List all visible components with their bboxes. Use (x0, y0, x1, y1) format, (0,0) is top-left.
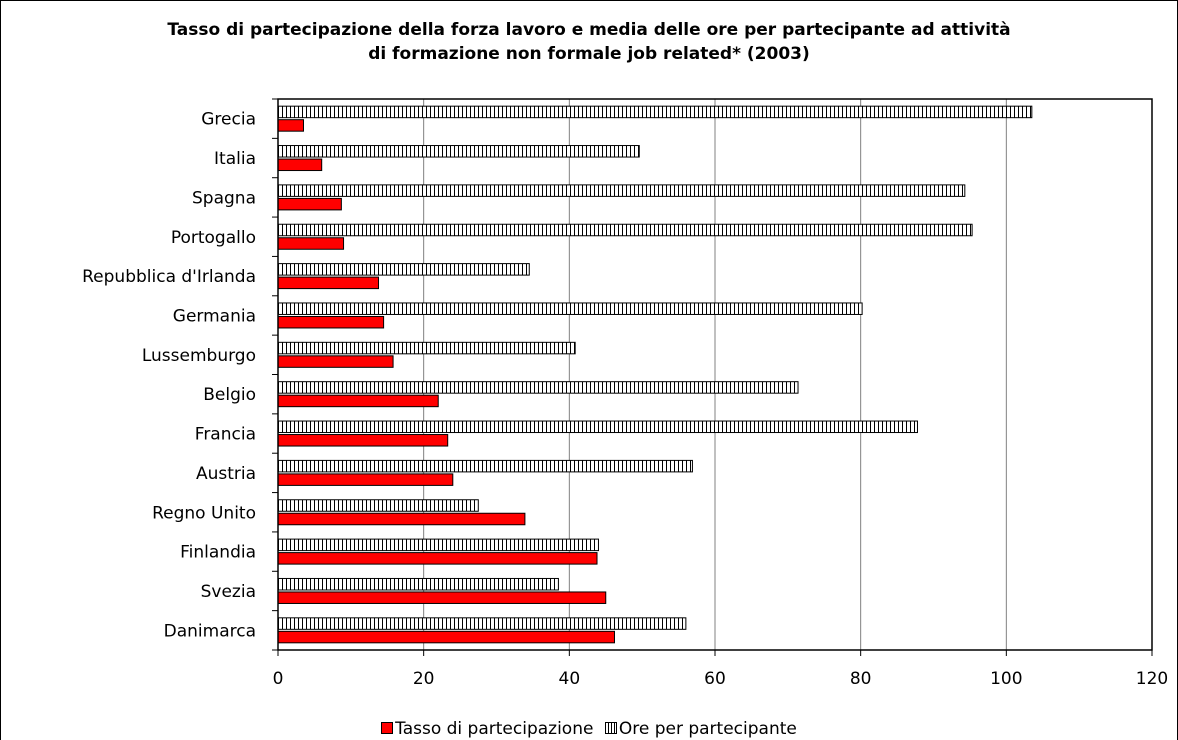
x-tick-label-80: 80 (850, 669, 872, 689)
bar-tasso-portogallo (277, 237, 345, 250)
bar-tasso-repubblica-d-irlanda (277, 276, 380, 290)
axes (272, 98, 1153, 656)
bar-ore-italia (277, 145, 640, 158)
legend-item-tasso: Tasso di partecipazione (381, 719, 593, 740)
category-label-lussemburgo: Lussemburgo (142, 346, 256, 366)
bar-ore-francia (277, 420, 918, 434)
bar-tasso-francia (277, 434, 449, 447)
bar-tasso-danimarca (277, 630, 615, 644)
bar-tasso-belgio (277, 394, 439, 408)
legend-swatch-tasso (381, 722, 394, 734)
bar-ore-belgio (277, 381, 799, 394)
category-label-francia: Francia (195, 425, 256, 445)
labels: 0 20 40 60 80 100 120 Grecia Italia Spagna Portoga… (82, 110, 1168, 689)
bar-tasso-lussemburgo (277, 355, 394, 368)
bar-ore-danimarca (277, 617, 687, 630)
bar-tasso-austria (277, 473, 454, 486)
chart-title-line-2: di formazione non formale job related* (… (368, 44, 810, 64)
legend-label-tasso: Tasso di partecipazione (395, 719, 594, 739)
gridlines (423, 99, 1007, 650)
legend-swatch-ore (604, 722, 617, 734)
bar-tasso-italia (277, 158, 323, 172)
bars (277, 105, 1033, 644)
category-label-regno-unito: Regno Unito (152, 503, 256, 523)
category-label-repubblica-d-irlanda: Repubblica d'Irlanda (82, 267, 256, 287)
bar-ore-portogallo (277, 223, 973, 237)
category-label-grecia: Grecia (201, 110, 256, 130)
bar-ore-svezia (277, 577, 559, 591)
x-tick-label-100: 100 (990, 669, 1022, 689)
category-label-spagna: Spagna (192, 188, 256, 208)
x-tick-label-20: 20 (413, 669, 435, 689)
category-label-portogallo: Portogallo (171, 228, 256, 248)
bar-ore-lussemburgo (277, 341, 576, 355)
category-label-svezia: Svezia (201, 582, 256, 602)
category-label-finlandia: Finlandia (180, 543, 256, 563)
x-tick-label-0: 0 (273, 669, 284, 689)
x-tick-label-120: 120 (1136, 669, 1168, 689)
bar-ore-regno-unito (277, 499, 479, 512)
x-tick-label-40: 40 (559, 669, 581, 689)
bar-tasso-finlandia (277, 552, 598, 565)
bar-ore-repubblica-d-irlanda (277, 263, 530, 276)
bar-tasso-svezia (277, 591, 607, 604)
x-tick-label-60: 60 (704, 669, 726, 689)
category-label-italia: Italia (214, 149, 256, 169)
bar-ore-austria (277, 459, 693, 473)
category-label-danimarca: Danimarca (164, 621, 256, 641)
category-label-belgio: Belgio (203, 385, 256, 405)
category-label-austria: Austria (196, 464, 256, 484)
category-label-germania: Germania (173, 306, 256, 326)
bar-ore-spagna (277, 184, 966, 197)
legend: Tasso di partecipazione Ore per partecip… (0, 719, 1178, 740)
bar-ore-germania (277, 302, 863, 315)
bar-ore-finlandia (277, 538, 599, 552)
bar-tasso-spagna (277, 197, 342, 211)
bar-tasso-regno-unito (277, 512, 526, 526)
legend-item-ore: Ore per partecipante (604, 719, 797, 740)
bar-tasso-germania (277, 315, 385, 329)
legend-label-ore: Ore per partecipante (618, 719, 797, 739)
bar-ore-grecia (277, 105, 1033, 119)
chart-title: Tasso di partecipazione della forza lavo… (0, 18, 1178, 66)
chart-title-line-1: Tasso di partecipazione della forza lavo… (167, 20, 1011, 40)
bar-tasso-grecia (277, 119, 304, 132)
